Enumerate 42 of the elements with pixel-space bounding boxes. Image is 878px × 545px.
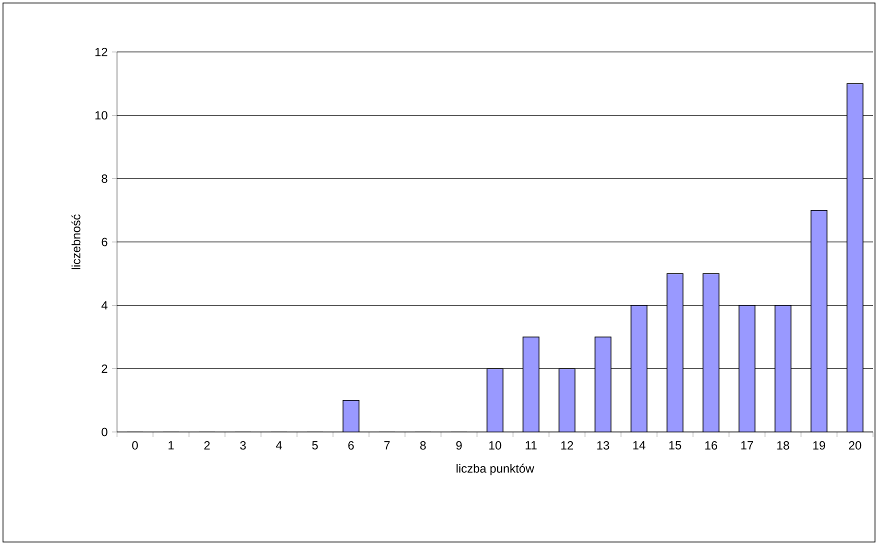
y-tick-label: 0: [102, 428, 108, 436]
x-tick-label: 6: [348, 441, 354, 450]
x-tick-label: 1: [168, 441, 174, 450]
bar: [594, 336, 612, 432]
bar: [630, 304, 648, 432]
bar: [738, 304, 756, 432]
y-tick-label: 4: [101, 301, 108, 310]
x-tick-label: 10: [489, 441, 502, 450]
y-tick-label: 6: [102, 238, 108, 246]
x-tick-label: 3: [240, 441, 246, 450]
bar: [558, 368, 576, 432]
x-tick-label: 9: [456, 441, 462, 450]
y-tick-label: 2: [102, 364, 108, 373]
x-tick-label: 15: [669, 441, 682, 450]
bar: [810, 210, 828, 432]
x-tick-label: 16: [705, 441, 718, 450]
y-tick-label: 12: [95, 48, 108, 56]
x-tick-label: 7: [384, 441, 390, 450]
x-tick-label: 0: [132, 441, 138, 450]
x-tick-label: 18: [777, 441, 790, 450]
x-tick-label: 11: [526, 441, 537, 450]
x-tick-label: 4: [276, 441, 282, 450]
x-tick-label: 12: [561, 441, 574, 450]
bar: [774, 304, 792, 432]
y-tick-label: 8: [102, 174, 108, 183]
x-tick-label: 5: [312, 441, 318, 450]
x-tick-label: 14: [633, 441, 646, 450]
bar: [522, 336, 540, 432]
x-tick-label: 2: [204, 441, 210, 450]
y-axis-title: liczebność: [71, 214, 80, 270]
y-tick-label: 10: [95, 111, 108, 120]
x-axis-title: liczba punktów: [456, 464, 534, 476]
bar: [846, 83, 864, 432]
x-tick-label: 19: [813, 441, 826, 450]
bar: [702, 273, 720, 432]
x-tick-label: 17: [741, 441, 754, 450]
bar: [342, 400, 360, 432]
x-tick-label: 20: [848, 441, 862, 450]
bar: [666, 273, 684, 432]
x-tick-label: 13: [597, 441, 610, 450]
bar: [486, 368, 504, 432]
x-tick-label: 8: [420, 441, 426, 450]
